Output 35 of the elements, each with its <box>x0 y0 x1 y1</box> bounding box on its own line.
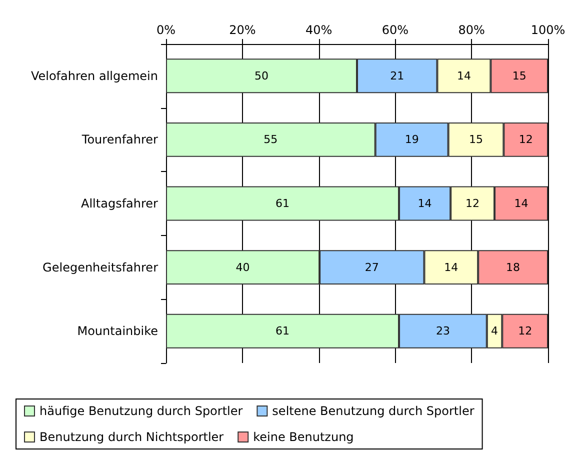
legend-label: keine Benutzung <box>253 430 354 444</box>
data-label: 27 <box>364 260 379 274</box>
data-label: 12 <box>518 133 533 146</box>
legend-label: seltene Benutzung durch Sportler <box>272 404 474 418</box>
x-tick-label: 40% <box>305 23 332 37</box>
y-tick-label: Gelegenheitsfahrer <box>42 260 158 274</box>
data-label: 12 <box>518 324 532 338</box>
y-tick-label: Velofahren allgemein <box>30 68 158 83</box>
data-label: 40 <box>236 260 250 274</box>
y-tick-label: Alltagsfahrer <box>81 196 158 210</box>
data-label: 19 <box>404 133 419 146</box>
data-label: 14 <box>418 197 432 210</box>
data-label: 50 <box>254 69 268 82</box>
y-tick-label: Tourenfahrer <box>80 132 158 147</box>
data-label: 18 <box>506 260 520 274</box>
data-label: 61 <box>276 324 290 338</box>
data-label: 21 <box>390 69 404 82</box>
x-tick-label: 60% <box>382 23 409 37</box>
legend-label: Benutzung durch Nichtsportler <box>40 430 224 444</box>
legend-label: häufige Benutzung durch Sportler <box>40 404 243 418</box>
data-label: 23 <box>436 324 450 338</box>
data-label: 55 <box>264 133 278 146</box>
data-label: 61 <box>276 197 290 210</box>
data-label: 15 <box>468 133 483 146</box>
data-label: 4 <box>491 324 498 338</box>
data-label: 15 <box>512 69 526 82</box>
x-tick-label: 20% <box>229 23 256 37</box>
data-label: 12 <box>466 197 480 210</box>
y-tick-label: Mountainbike <box>77 324 158 338</box>
x-tick-label: 0% <box>156 23 176 37</box>
data-label: 14 <box>514 197 528 210</box>
x-tick-label: 80% <box>458 23 485 37</box>
data-label: 14 <box>456 69 471 82</box>
x-tick-label: 100% <box>530 23 566 37</box>
data-label: 14 <box>444 260 458 274</box>
